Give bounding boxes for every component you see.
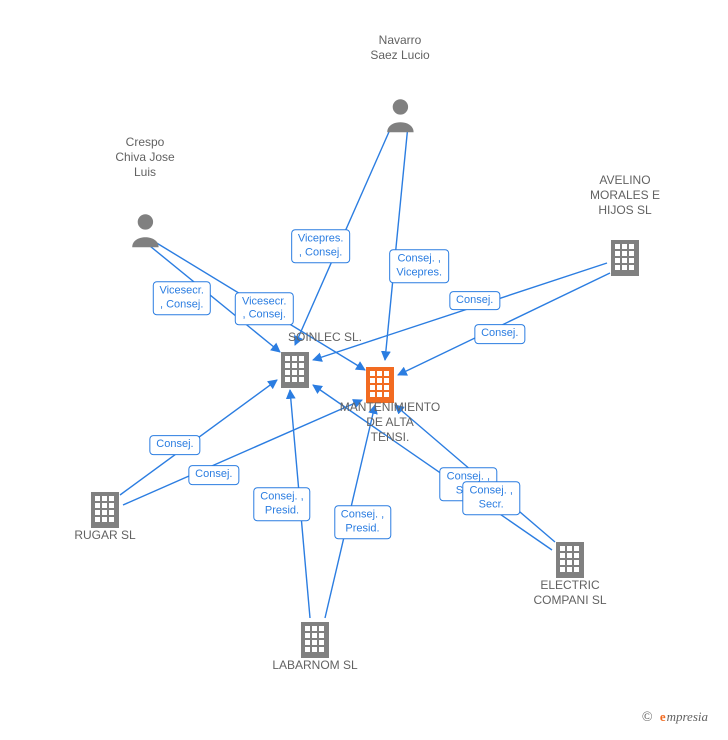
edge-line [325, 405, 375, 618]
brand-initial: e [660, 709, 666, 724]
edge-line [120, 380, 277, 495]
edge-line [313, 385, 552, 550]
edges-layer [120, 125, 610, 618]
building-icon[interactable] [301, 622, 329, 658]
edge-line [123, 400, 362, 505]
building-icon[interactable] [91, 492, 119, 528]
edge-line [295, 125, 392, 345]
edge-line [155, 242, 365, 370]
nodes-layer [91, 99, 639, 658]
brand-name: mpresia [667, 709, 708, 724]
person-icon[interactable] [132, 214, 158, 247]
edge-line [398, 273, 610, 375]
network-svg [0, 0, 728, 740]
person-icon[interactable] [387, 99, 413, 132]
edge-line [395, 405, 555, 542]
edge-line [145, 242, 280, 352]
footer-credit: © empresia [642, 709, 708, 726]
building-icon[interactable] [611, 240, 639, 276]
copyright-symbol: © [642, 710, 653, 725]
building-icon[interactable] [556, 542, 584, 578]
building-icon[interactable] [281, 352, 309, 388]
edge-line [385, 125, 408, 360]
building-focus-icon[interactable] [366, 367, 394, 403]
